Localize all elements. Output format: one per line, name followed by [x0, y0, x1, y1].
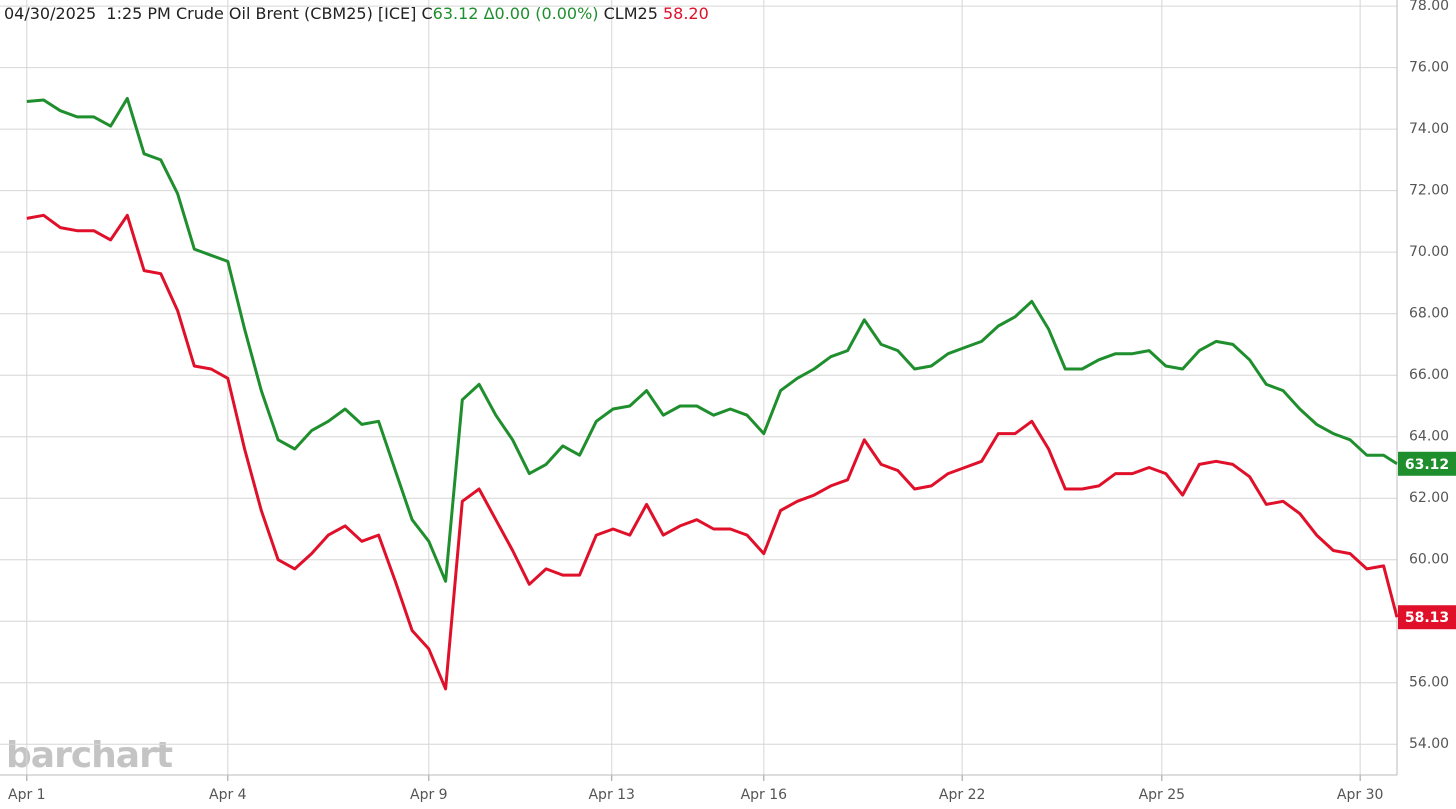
y-tick-label: 68.00	[1409, 306, 1449, 322]
x-tick-label: Apr 22	[939, 787, 985, 803]
title-part: 04/30/2025 1:25 PM Crude Oil Brent (CBM2…	[4, 4, 433, 23]
watermark: barchart	[6, 735, 173, 776]
y-tick-label: 72.00	[1409, 183, 1449, 199]
y-tick-label: 70.00	[1409, 244, 1449, 260]
line-series	[26, 96, 1398, 583]
y-tick-label: 54.00	[1409, 736, 1449, 752]
x-tick-label: Apr 13	[588, 787, 634, 803]
y-tick-label: 78.00	[1409, 0, 1449, 14]
y-tick-label: 74.00	[1409, 121, 1449, 137]
y-tick-label: 64.00	[1409, 429, 1449, 445]
x-tick-label: Apr 16	[741, 787, 788, 803]
x-tick-label: Apr 1	[8, 787, 46, 803]
title-part: 63.12	[433, 4, 479, 23]
x-tick-label: Apr 9	[410, 787, 448, 803]
y-tick-label: 66.00	[1409, 367, 1449, 383]
title-part: 58.20	[663, 4, 709, 23]
x-tick-label: Apr 25	[1139, 787, 1185, 803]
x-tick-label: Apr 30	[1337, 787, 1383, 803]
title-part: CLM25	[599, 4, 663, 23]
line-series	[26, 213, 1399, 691]
price-tag	[1398, 451, 1456, 476]
price-tag-label: 58.13	[1405, 610, 1449, 626]
title-part: Δ0.00 (0.00%)	[478, 4, 598, 23]
x-tick-label: Apr 4	[209, 787, 247, 803]
price-tag	[1398, 605, 1456, 630]
y-tick-label: 76.00	[1409, 60, 1449, 76]
y-tick-label: 60.00	[1409, 552, 1449, 568]
y-tick-label: 56.00	[1409, 675, 1449, 691]
price-tag-label: 63.12	[1405, 457, 1449, 473]
y-tick-label: 62.00	[1409, 490, 1449, 506]
chart-title: 04/30/2025 1:25 PM Crude Oil Brent (CBM2…	[4, 4, 709, 23]
